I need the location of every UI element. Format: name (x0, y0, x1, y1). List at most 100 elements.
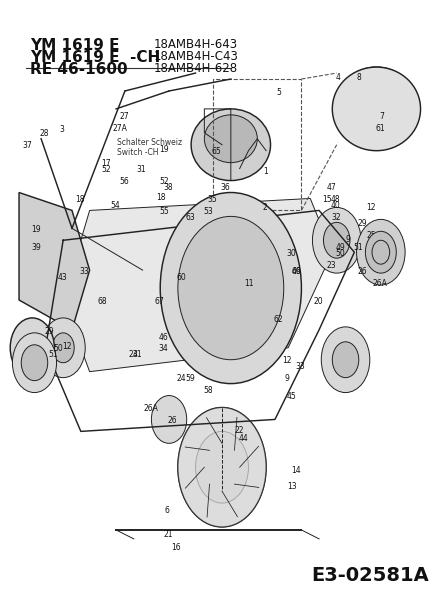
Text: 7: 7 (379, 112, 384, 121)
Circle shape (21, 345, 48, 380)
Text: 29: 29 (357, 219, 367, 228)
Circle shape (195, 431, 249, 503)
Circle shape (178, 407, 266, 527)
Text: 18AMB4H-643: 18AMB4H-643 (154, 38, 238, 52)
Text: 27: 27 (119, 112, 129, 121)
Text: 8: 8 (357, 73, 361, 82)
Text: 18AMB4H-628: 18AMB4H-628 (154, 62, 238, 76)
Text: 1: 1 (263, 167, 268, 176)
Text: 4: 4 (335, 73, 340, 82)
Text: 48: 48 (331, 195, 341, 204)
Text: 35: 35 (207, 195, 217, 204)
Text: 53: 53 (203, 207, 213, 216)
Text: 2: 2 (263, 203, 268, 212)
Text: 5: 5 (276, 88, 281, 97)
Text: 68: 68 (97, 296, 107, 305)
Text: 14: 14 (291, 466, 301, 475)
Text: 27A: 27A (112, 124, 127, 133)
Text: 47: 47 (326, 183, 336, 192)
Text: 12: 12 (366, 203, 376, 212)
Circle shape (151, 395, 187, 443)
Circle shape (372, 240, 390, 264)
Circle shape (178, 407, 266, 527)
Text: YM 1619 E  -CH: YM 1619 E -CH (30, 50, 160, 65)
Circle shape (313, 208, 361, 273)
Text: 46: 46 (159, 332, 169, 341)
Text: 12: 12 (62, 342, 71, 351)
Text: 17: 17 (102, 160, 111, 169)
Text: 21: 21 (163, 530, 173, 539)
Text: 40: 40 (331, 201, 341, 210)
Text: 18: 18 (156, 193, 166, 202)
Text: 49: 49 (335, 243, 345, 252)
Text: 56: 56 (119, 177, 129, 186)
Ellipse shape (204, 115, 257, 163)
Text: 9: 9 (345, 235, 350, 244)
Circle shape (321, 327, 370, 392)
Circle shape (41, 318, 85, 377)
Text: 67: 67 (155, 296, 164, 305)
Text: 55: 55 (159, 207, 169, 216)
Polygon shape (63, 199, 332, 371)
Text: 20: 20 (313, 296, 323, 305)
Circle shape (324, 223, 350, 258)
Text: 52: 52 (159, 177, 169, 186)
Text: 11: 11 (245, 279, 254, 288)
Text: 51A: 51A (373, 255, 388, 264)
Text: 25: 25 (366, 231, 376, 240)
Polygon shape (19, 193, 90, 330)
Text: 41: 41 (132, 350, 142, 359)
Text: 54: 54 (111, 201, 120, 210)
Circle shape (12, 333, 56, 392)
Text: 6: 6 (164, 506, 169, 515)
Text: 50: 50 (335, 249, 345, 258)
Text: 22: 22 (234, 425, 243, 434)
Text: 39: 39 (31, 243, 41, 252)
Text: 18AMB4H-C43: 18AMB4H-C43 (154, 50, 238, 64)
Text: 58: 58 (203, 386, 213, 395)
Text: 36: 36 (221, 183, 230, 192)
Text: 52: 52 (102, 166, 111, 175)
Text: 23: 23 (327, 261, 336, 270)
Text: E3-02581A: E3-02581A (312, 566, 429, 586)
Text: 44: 44 (238, 434, 248, 443)
Text: 37: 37 (22, 142, 32, 151)
Text: 23: 23 (128, 350, 138, 359)
Text: 65: 65 (212, 148, 222, 157)
Text: Schalter Schweiz
Switch -CH: Schalter Schweiz Switch -CH (117, 137, 182, 157)
Text: 51: 51 (353, 243, 363, 252)
Text: 3: 3 (60, 125, 65, 134)
Circle shape (160, 193, 301, 383)
Text: 33: 33 (79, 267, 89, 276)
Text: 15: 15 (322, 195, 332, 204)
Text: 59: 59 (185, 374, 195, 383)
Circle shape (365, 232, 396, 273)
Text: 32: 32 (331, 213, 341, 222)
Text: 26A: 26A (143, 404, 158, 413)
Text: 16: 16 (171, 544, 180, 553)
Text: 51A: 51A (33, 362, 48, 371)
Text: 61: 61 (375, 124, 385, 133)
Text: 28: 28 (40, 130, 49, 139)
Text: 43: 43 (57, 273, 67, 282)
Text: 19: 19 (31, 225, 40, 234)
Text: 69: 69 (291, 267, 301, 276)
Text: 62: 62 (274, 314, 283, 323)
Text: 30: 30 (287, 249, 297, 258)
Ellipse shape (341, 67, 412, 127)
Circle shape (357, 220, 405, 285)
Text: RE 46-1600: RE 46-1600 (30, 62, 128, 77)
Text: 60: 60 (177, 273, 186, 282)
Text: 45: 45 (287, 392, 297, 401)
Text: 26: 26 (168, 416, 178, 425)
Circle shape (52, 333, 74, 363)
Text: YM 1619 E: YM 1619 E (30, 38, 119, 53)
Text: 33: 33 (296, 362, 305, 371)
Circle shape (332, 342, 359, 377)
Text: 50: 50 (53, 344, 63, 353)
Text: 31: 31 (137, 166, 147, 175)
Text: 18: 18 (75, 195, 85, 204)
Text: 46: 46 (291, 267, 301, 276)
Ellipse shape (191, 109, 270, 181)
Text: 29: 29 (44, 326, 54, 335)
